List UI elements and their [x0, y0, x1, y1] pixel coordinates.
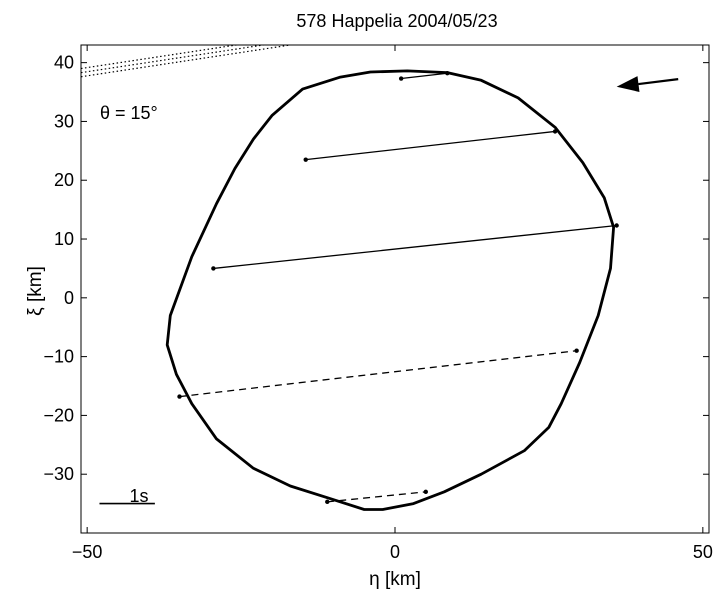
chart-title: 578 Happelia 2004/05/23	[296, 11, 497, 31]
chord-5-end-point	[423, 489, 428, 495]
chord-4-end-point	[574, 348, 579, 353]
chord-4-start-point	[177, 394, 182, 399]
off-body-dotted-chord-2	[81, 45, 268, 74]
chord-4	[179, 350, 577, 398]
motion-arrow-shaft	[638, 78, 679, 86]
plot-data-layer	[81, 45, 679, 511]
motion-arrow-head	[616, 76, 640, 92]
chord-2	[305, 130, 556, 161]
chord-1	[401, 72, 448, 80]
axis-ticks: −50 0 50 −30 −20 −10 0 10 20 30 40	[43, 45, 713, 562]
chord-2-end-point	[552, 129, 558, 134]
theta-annotation: θ = 15°	[100, 103, 158, 123]
y-tick-label-7: 40	[54, 53, 74, 73]
profile-outline	[165, 69, 615, 511]
y-tick-label-6: 30	[54, 111, 74, 131]
y-tick-label-3: 0	[64, 288, 74, 308]
x-tick-label-2: 50	[693, 542, 713, 562]
chord-1-end-point	[445, 71, 450, 76]
chord-3-end-point	[614, 223, 619, 228]
chord-2-start-point	[303, 157, 308, 162]
y-tick-label-5: 20	[54, 170, 74, 190]
y-tick-label-2: −10	[43, 347, 74, 367]
x-tick-label-0: −50	[72, 542, 103, 562]
y-tick-label-0: −30	[43, 464, 74, 484]
y-tick-label-4: 10	[54, 229, 74, 249]
y-tick-label-1: −20	[43, 405, 74, 425]
chord-1-start-point	[398, 76, 404, 81]
x-axis-label: η [km]	[369, 569, 421, 590]
scale-bar-label: 1s	[129, 486, 148, 506]
chord-5	[327, 491, 426, 503]
chord-3	[213, 224, 617, 270]
y-axis-label: ξ [km]	[25, 266, 46, 316]
x-tick-label-1: 0	[390, 542, 400, 562]
chord-5-start-point	[325, 499, 330, 505]
chord-3-start-point	[211, 266, 216, 271]
off-body-dotted-chord-1	[81, 45, 291, 78]
